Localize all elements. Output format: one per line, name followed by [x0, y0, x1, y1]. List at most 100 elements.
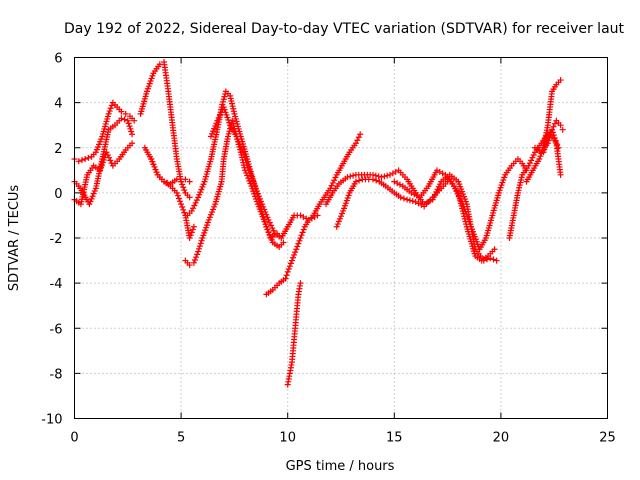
- trace-marker: [191, 256, 198, 263]
- grid: [74, 57, 608, 419]
- trace-marker: [287, 260, 294, 267]
- data-point: [178, 178, 185, 185]
- data-point: [344, 174, 351, 181]
- x-tick-label: 25: [599, 431, 616, 446]
- trace-marker: [332, 174, 339, 181]
- trace-marker: [283, 272, 290, 279]
- trace-marker: [542, 141, 549, 148]
- trace-marker: [347, 173, 354, 180]
- trace-marker: [266, 219, 273, 226]
- trace-marker: [253, 187, 260, 194]
- trace-marker: [529, 154, 536, 161]
- trace-marker: [126, 123, 133, 130]
- trace-marker: [335, 218, 342, 225]
- trace-marker: [211, 203, 218, 210]
- data-point: [75, 158, 82, 165]
- trace-marker: [336, 215, 343, 222]
- trace-marker: [350, 172, 357, 179]
- trace-marker: [106, 154, 113, 161]
- trace-marker: [193, 254, 200, 261]
- trace-marker: [107, 105, 114, 112]
- data-point: [173, 176, 180, 183]
- trace-marker: [210, 206, 217, 213]
- trace-marker: [179, 181, 186, 188]
- trace-marker: [149, 158, 156, 165]
- trace-marker: [530, 151, 537, 158]
- trace-marker: [406, 197, 413, 204]
- data-point: [297, 280, 304, 287]
- trace-marker: [537, 153, 544, 160]
- data-point: [173, 189, 180, 196]
- data-point: [280, 239, 287, 246]
- data-point: [190, 259, 197, 266]
- trace-marker: [541, 146, 548, 153]
- trace-marker: [153, 169, 160, 176]
- data-point: [195, 248, 202, 255]
- y-tick-label: -8: [50, 367, 63, 382]
- trace-marker: [200, 181, 207, 188]
- trace-marker: [528, 157, 535, 164]
- trace-marker: [88, 195, 95, 202]
- data-point: [188, 207, 195, 214]
- trace-marker: [375, 173, 382, 180]
- data-point: [491, 246, 498, 253]
- data-point: [122, 110, 129, 117]
- data-point: [252, 185, 259, 192]
- trace-marker: [400, 195, 407, 202]
- trace-marker: [285, 266, 292, 273]
- data-point: [178, 201, 185, 208]
- trace-marker: [164, 179, 171, 186]
- trace-marker: [354, 137, 361, 144]
- data-point: [82, 156, 89, 163]
- trace-marker: [551, 134, 558, 141]
- trace-marker: [549, 129, 556, 136]
- trace-marker: [198, 237, 205, 244]
- trace-marker: [198, 186, 205, 193]
- trace-marker: [300, 226, 307, 233]
- trace-marker: [212, 122, 219, 129]
- data-point: [229, 117, 236, 124]
- trace-marker: [234, 136, 241, 143]
- data-point: [118, 115, 125, 122]
- data-point: [225, 133, 232, 140]
- trace-marker: [298, 232, 305, 239]
- trace-marker: [296, 237, 303, 244]
- trace-marker: [550, 123, 557, 130]
- trace-marker: [180, 184, 187, 191]
- x-tick-label: 5: [177, 431, 185, 446]
- trace-marker: [356, 177, 363, 184]
- trace-marker: [121, 116, 128, 123]
- data-point: [288, 257, 295, 264]
- data-point: [265, 216, 272, 223]
- trace-marker: [299, 229, 306, 236]
- trace-marker: [210, 128, 217, 135]
- trace-marker: [87, 198, 94, 205]
- data-point: [186, 194, 193, 201]
- data-point: [182, 176, 189, 183]
- trace-marker: [220, 98, 227, 105]
- trace-marker: [331, 177, 338, 184]
- data-point: [161, 178, 168, 185]
- data-point: [378, 174, 385, 181]
- trace-marker: [355, 134, 362, 141]
- y-axis-label: SDTVAR / TECUs: [7, 185, 22, 292]
- trace-marker: [187, 232, 194, 239]
- data-points: [71, 59, 566, 388]
- trace-marker: [225, 130, 232, 137]
- data-point: [259, 201, 266, 208]
- trace-marker: [192, 199, 199, 206]
- data-point: [352, 140, 359, 147]
- trace-marker: [260, 203, 267, 210]
- data-point: [404, 196, 411, 203]
- data-point: [282, 275, 289, 282]
- y-tick-label: 4: [54, 97, 62, 112]
- trace-marker: [96, 141, 103, 148]
- data-point: [105, 110, 112, 117]
- y-tick-label: -2: [50, 232, 63, 247]
- trace-marker: [93, 146, 100, 153]
- trace-marker: [328, 182, 335, 189]
- trace-marker: [409, 198, 416, 205]
- data-point: [214, 117, 221, 124]
- trace-marker: [104, 151, 111, 158]
